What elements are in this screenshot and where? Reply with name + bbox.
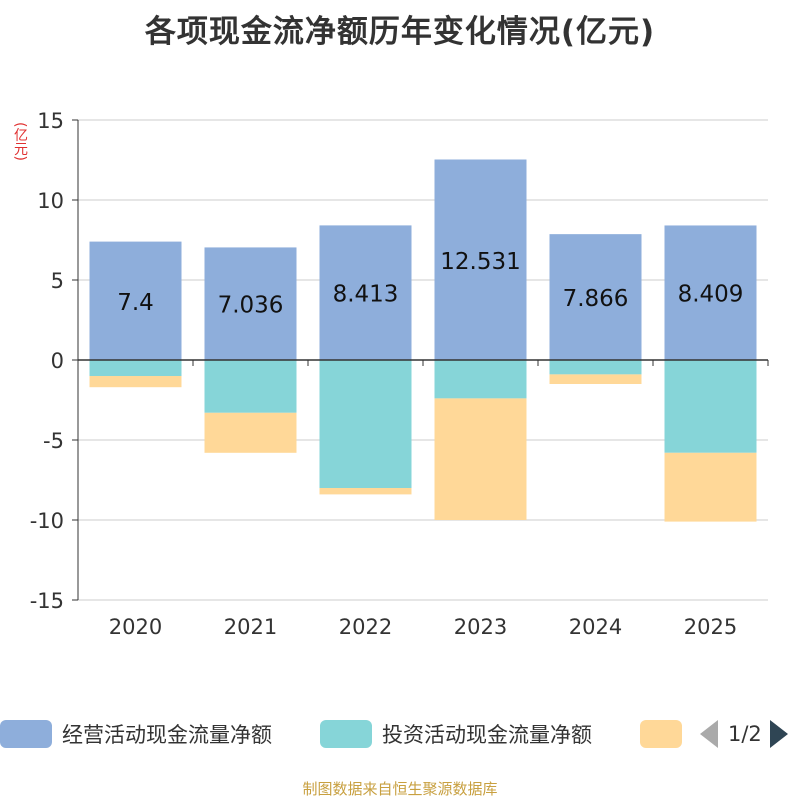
bar-series-1 bbox=[204, 360, 297, 413]
bar-series-2 bbox=[434, 398, 527, 520]
legend-swatch-investing bbox=[320, 720, 372, 748]
y-tick-label: 5 bbox=[51, 269, 64, 293]
y-axis-unit-label: (亿元) bbox=[12, 122, 28, 161]
legend-swatch-financing bbox=[640, 720, 682, 748]
bar-data-label: 8.409 bbox=[678, 282, 744, 308]
chart-title: 各项现金流净额历年变化情况(亿元) bbox=[144, 14, 656, 50]
x-tick-label: 2025 bbox=[684, 615, 737, 639]
bar-series-2 bbox=[549, 374, 642, 384]
bar-series-0 bbox=[204, 247, 297, 360]
x-tick-label: 2024 bbox=[569, 615, 622, 639]
bar-series-2 bbox=[664, 452, 757, 522]
legend-item-investing[interactable]: 投资活动现金流量净额 bbox=[320, 715, 592, 753]
bar-data-label: 7.036 bbox=[218, 293, 284, 319]
bar-series-1 bbox=[549, 360, 642, 375]
legend-pager: 1/2 bbox=[700, 715, 788, 753]
legend-label-operating: 经营活动现金流量净额 bbox=[62, 723, 272, 747]
legend-swatch-operating bbox=[0, 720, 52, 748]
bar-series-0 bbox=[664, 225, 757, 360]
bar-data-label: 7.4 bbox=[117, 290, 154, 316]
bar-data-label: 12.531 bbox=[440, 249, 520, 275]
x-tick-label: 2022 bbox=[339, 615, 392, 639]
bar-series-1 bbox=[89, 360, 182, 376]
y-tick-label: -15 bbox=[30, 589, 64, 613]
legend-item-operating[interactable]: 经营活动现金流量净额 bbox=[0, 715, 272, 753]
legend-prev-icon[interactable] bbox=[700, 720, 718, 748]
bar-series-2 bbox=[204, 412, 297, 453]
bar-chart: 15 10 5 0 -5 -10 -15 7.4 7.036 8.413 12.531 7.866 8.… bbox=[30, 109, 769, 639]
bar-data-label: 8.413 bbox=[333, 282, 399, 308]
x-tick-label: 2021 bbox=[224, 615, 277, 639]
bar-series-2 bbox=[319, 488, 412, 495]
y-tick-label: -10 bbox=[30, 509, 64, 533]
x-tick-label: 2023 bbox=[454, 615, 507, 639]
bar-series-1 bbox=[319, 360, 412, 488]
y-tick-label: -5 bbox=[43, 429, 64, 453]
y-tick-label: 0 bbox=[51, 349, 64, 373]
bar-data-label: 7.866 bbox=[563, 286, 629, 312]
legend-label-investing: 投资活动现金流量净额 bbox=[382, 723, 592, 747]
y-tick-label: 15 bbox=[37, 109, 64, 133]
bar-series-2 bbox=[89, 376, 182, 388]
bar-series-0 bbox=[89, 241, 182, 360]
bar-series-0 bbox=[549, 234, 642, 360]
y-tick-label: 10 bbox=[37, 189, 64, 213]
legend-item-financing[interactable] bbox=[640, 715, 692, 753]
x-tick-label: 2020 bbox=[109, 615, 162, 639]
bar-series-0 bbox=[319, 225, 412, 360]
bar-series-0 bbox=[434, 159, 527, 360]
legend: 经营活动现金流量净额 投资活动现金流量净额 1/2 bbox=[0, 715, 800, 753]
bar-series-1 bbox=[664, 360, 757, 453]
legend-page-indicator: 1/2 bbox=[728, 722, 762, 746]
legend-next-icon[interactable] bbox=[769, 720, 788, 748]
bar-series-1 bbox=[434, 360, 527, 399]
data-source-note: 制图数据来自恒生聚源数据库 bbox=[302, 780, 498, 798]
